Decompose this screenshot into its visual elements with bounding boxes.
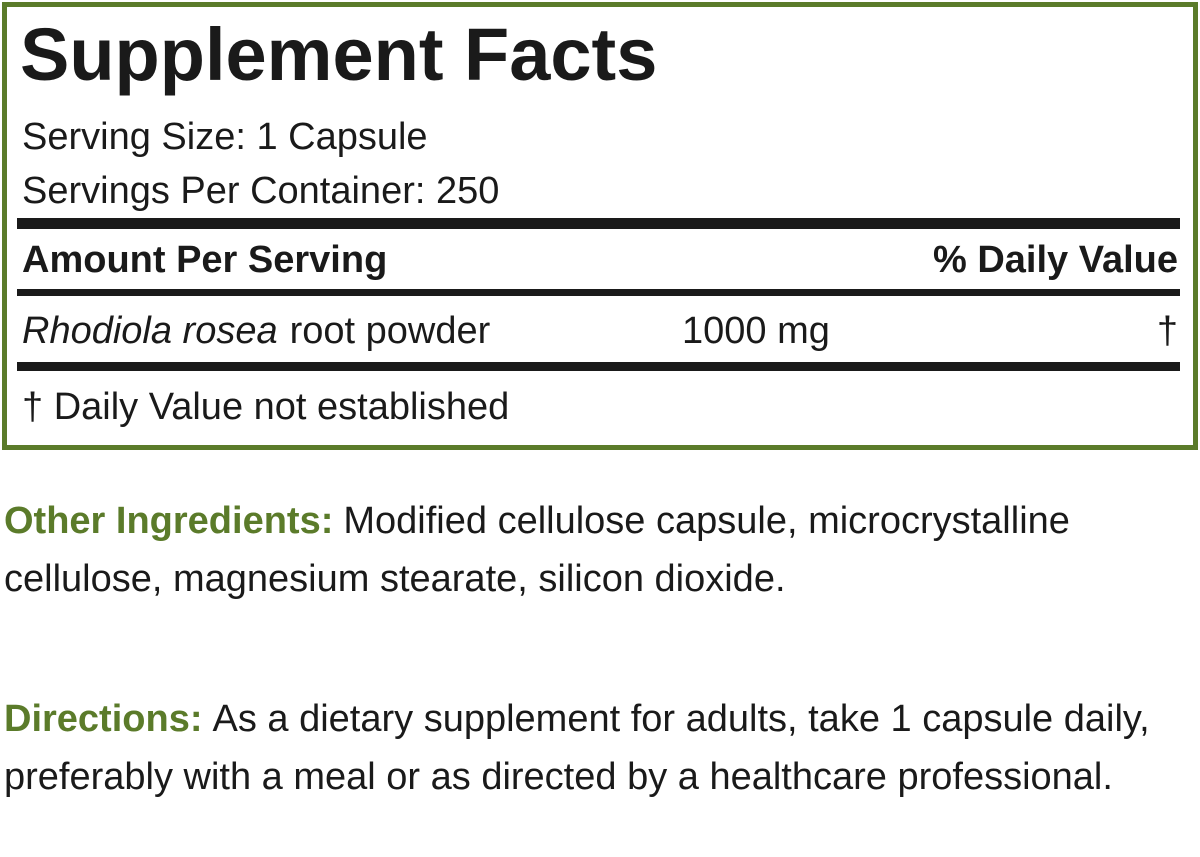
ingredient-name-italic: Rhodiola rosea [22,310,278,352]
directions-label: Directions: [4,698,203,740]
directions-text: As a dietary supplement for adults, take… [4,698,1150,798]
ingredient-name: root powder [289,310,491,352]
rule [17,362,1180,371]
ingredient-amount: 1000 mg [682,310,830,352]
ingredient-row: Rhodiola rosea root powder [22,312,490,350]
rule [17,218,1180,229]
other-ingredients-label: Other Ingredients: [4,500,334,542]
ingredient-dv: † [1156,310,1178,352]
panel-title: Supplement Facts [20,13,658,96]
serving-size: Serving Size: 1 Capsule [22,116,428,158]
other-ingredients: Other Ingredients: Modified cellulose cap… [4,492,1196,608]
facts-panel [2,2,1198,450]
footnote: † Daily Value not established [22,386,510,428]
servings-per-container: Servings Per Container: 250 [22,170,500,212]
rule [17,289,1180,296]
header-right: % Daily Value [932,239,1178,281]
header-left: Amount Per Serving [22,239,388,281]
directions: Directions: As a dietary supplement for a… [4,690,1196,806]
other-ingredients-text: Modified cellulose capsule, microcrystal… [4,500,1070,600]
